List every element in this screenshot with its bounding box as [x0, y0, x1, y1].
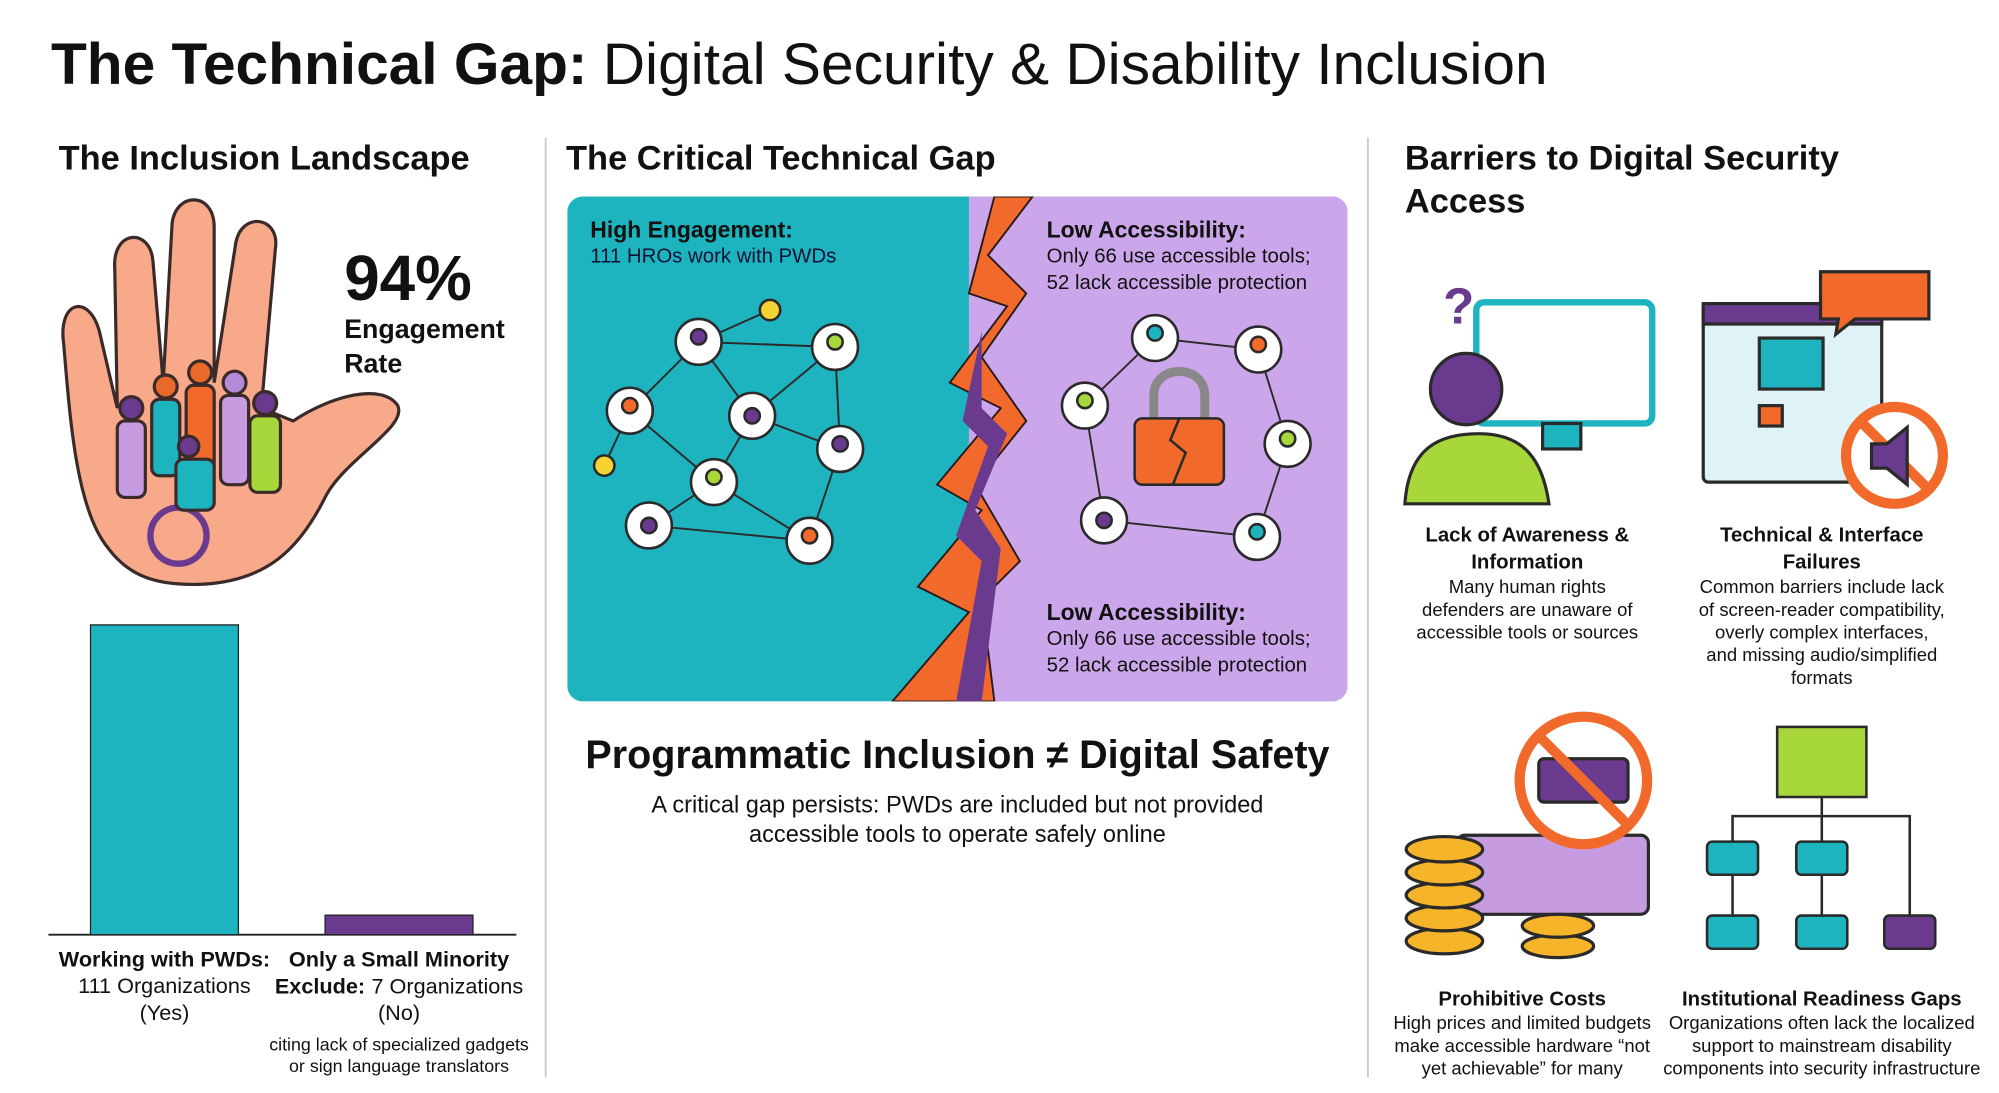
panel-title: Low Accessibility: [1047, 599, 1246, 625]
statement-sub: A critical gap persists: PWDs are includ… [651, 792, 1263, 818]
panel-title: High Engagement: [590, 217, 793, 243]
bar [324, 914, 474, 936]
bar-answer: (Yes) [140, 1000, 190, 1025]
page-title: The Technical Gap: Digital Security & Dis… [51, 31, 1548, 96]
barrier-text: yet achievable” for many [1422, 1058, 1624, 1079]
barrier-text: of screen-reader compatibility, [1699, 599, 1945, 620]
panel-title: Low Accessibility: [1047, 217, 1246, 243]
panel-text: Only 66 use accessible tools; [1047, 628, 1311, 650]
barrier-title: Technical & Interface [1720, 525, 1923, 547]
barrier-title: Lack of Awareness & [1425, 525, 1629, 547]
bar-label-lead: Only a Small Minority [289, 946, 509, 971]
barrier-text: defenders are unaware of [1422, 599, 1633, 620]
barrier-title: Prohibitive Costs [1438, 989, 1606, 1011]
barrier-text: Common barriers include lack [1700, 576, 1945, 597]
footnote: citing lack of specialized gadgets [269, 1034, 529, 1054]
section-heading: The Inclusion Landscape [59, 139, 470, 177]
stat-label: Engagement [344, 314, 505, 344]
bar-value-label: 7 Organizations [372, 973, 524, 998]
title-bold: The Technical Gap: [51, 31, 587, 96]
interface-icon [1701, 270, 1949, 509]
bar-answer: (No) [378, 1000, 420, 1025]
cost-icon [1404, 711, 1653, 960]
gap-panel [567, 196, 1348, 702]
barrier-title: Institutional Readiness Gaps [1682, 989, 1962, 1011]
bar-label-lead: Working with PWDs: [59, 946, 270, 971]
barrier-title: Failures [1783, 551, 1861, 573]
panel-text: 111 HROs work with PWDs [590, 245, 836, 267]
svg-text:?: ? [1443, 278, 1474, 335]
bar-label-lead: Exclude: [275, 973, 365, 998]
barrier-text: accessible tools or sources [1416, 622, 1638, 643]
statement: Programmatic Inclusion ≠ Digital Safety [585, 733, 1329, 777]
panel-text: 52 lack accessible protection [1047, 272, 1308, 294]
org-chart-icon [1705, 725, 1937, 950]
statement-sub: accessible tools to operate safely onlin… [749, 821, 1166, 847]
title-rest: Digital Security & Disability Inclusion [603, 31, 1548, 96]
panel-text: Only 66 use accessible tools; [1047, 245, 1311, 267]
barrier-text: and missing audio/simplified [1706, 644, 1937, 665]
barrier-text: Many human rights [1449, 576, 1606, 597]
bar-label: Exclude: 7 Organizations [275, 973, 523, 998]
section-heading: The Critical Technical Gap [566, 139, 996, 177]
barrier-text: support to mainstream disability [1692, 1035, 1952, 1056]
hand-illustration [61, 198, 401, 587]
panel-text: 52 lack accessible protection [1047, 655, 1308, 677]
barrier-text: formats [1791, 667, 1853, 688]
bar-value-label: 111 Organizations [78, 973, 251, 998]
barrier-title: Information [1471, 551, 1583, 573]
section-heading: Access [1405, 183, 1526, 221]
stat-label: Rate [344, 349, 402, 379]
network-nodes [592, 298, 1312, 565]
footnote: or sign language translators [289, 1056, 509, 1076]
stat: 94% [344, 242, 472, 314]
awareness-icon: ? [1403, 278, 1656, 506]
broken-lock [1133, 367, 1226, 486]
section-heading: Barriers to Digital Security [1405, 139, 1839, 177]
barrier-text: make accessible hardware “not [1394, 1035, 1650, 1056]
bar [89, 624, 240, 936]
barrier-text: components into security infrastructure [1663, 1058, 1980, 1079]
barrier-text: overly complex interfaces, [1715, 622, 1929, 643]
barrier-text: High prices and limited budgets [1393, 1012, 1651, 1033]
barrier-text: Organizations often lack the localized [1669, 1012, 1975, 1033]
